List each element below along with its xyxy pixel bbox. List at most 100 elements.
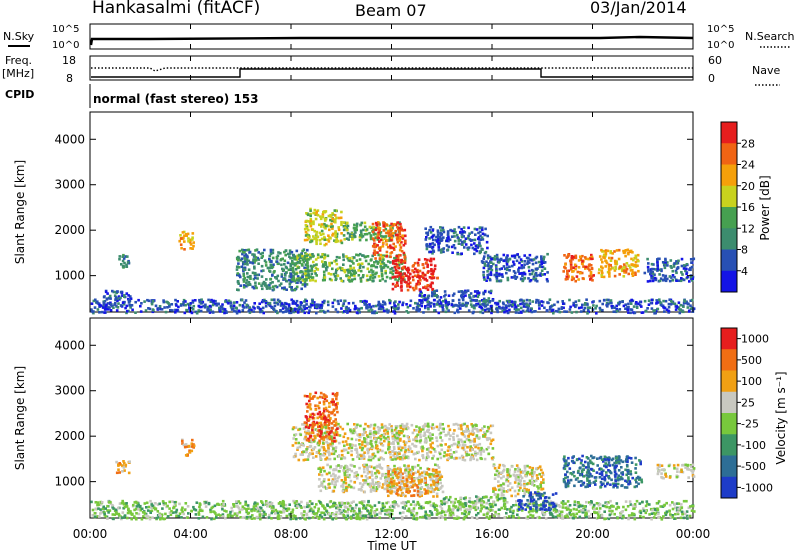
range-cell bbox=[457, 305, 460, 308]
range-cell bbox=[667, 302, 671, 306]
range-cell bbox=[435, 294, 438, 297]
range-cell bbox=[392, 248, 396, 251]
range-cell bbox=[333, 298, 336, 302]
range-cell bbox=[385, 250, 389, 254]
range-cell bbox=[365, 274, 369, 278]
range-cell bbox=[279, 309, 283, 313]
range-cell bbox=[629, 503, 633, 506]
range-cell bbox=[329, 500, 333, 503]
range-cell bbox=[268, 301, 272, 305]
range-cell bbox=[238, 249, 241, 253]
range-cell bbox=[312, 509, 315, 513]
range-cell bbox=[463, 231, 467, 234]
range-cell bbox=[280, 302, 284, 305]
range-cell bbox=[527, 265, 531, 269]
range-cell bbox=[427, 307, 430, 311]
range-cell bbox=[480, 260, 484, 263]
range-cell bbox=[219, 307, 222, 311]
range-cell bbox=[350, 274, 353, 277]
range-cell bbox=[373, 514, 377, 517]
range-cell bbox=[566, 272, 569, 275]
range-cell bbox=[529, 278, 533, 282]
range-cell bbox=[404, 504, 408, 507]
range-cell bbox=[649, 272, 652, 276]
range-cell bbox=[575, 508, 578, 511]
range-cell bbox=[320, 428, 323, 431]
range-cell bbox=[331, 517, 335, 521]
range-cell bbox=[162, 517, 165, 521]
range-cell bbox=[582, 265, 585, 268]
range-cell bbox=[198, 300, 202, 304]
range-cell bbox=[377, 236, 380, 240]
range-cell bbox=[243, 266, 247, 270]
range-cell bbox=[293, 308, 297, 311]
site-title: Hankasalmi (fitACF) bbox=[92, 0, 260, 18]
range-cell bbox=[314, 258, 318, 261]
range-cell bbox=[111, 504, 114, 507]
range-cell bbox=[537, 504, 541, 507]
range-cell bbox=[421, 445, 424, 449]
range-cell bbox=[359, 277, 362, 280]
range-cell bbox=[370, 515, 374, 518]
range-cell bbox=[584, 257, 588, 261]
range-cell bbox=[280, 258, 283, 261]
range-cell bbox=[117, 513, 121, 517]
range-cell bbox=[96, 515, 100, 518]
range-cell bbox=[585, 302, 589, 306]
range-cell bbox=[349, 264, 352, 268]
range-cell bbox=[634, 256, 638, 260]
range-cell bbox=[388, 515, 392, 518]
range-cell bbox=[268, 270, 272, 273]
range-cell bbox=[324, 426, 328, 429]
range-cell bbox=[192, 241, 195, 244]
range-cell bbox=[99, 500, 103, 504]
range-cell bbox=[453, 228, 456, 231]
range-cell bbox=[450, 245, 454, 249]
range-cell bbox=[433, 294, 437, 297]
noise-sky-trace bbox=[89, 35, 694, 46]
range-cell bbox=[242, 278, 246, 281]
range-cell bbox=[595, 507, 599, 510]
range-cell bbox=[473, 227, 477, 231]
range-cell bbox=[114, 296, 118, 299]
range-cell bbox=[284, 249, 288, 253]
range-cell bbox=[333, 214, 337, 217]
range-cell bbox=[102, 301, 106, 304]
range-cell bbox=[436, 234, 440, 238]
range-cell bbox=[443, 295, 446, 298]
range-cell bbox=[388, 447, 391, 451]
range-cell bbox=[674, 506, 677, 509]
range-cell bbox=[591, 506, 595, 509]
range-cell bbox=[366, 451, 370, 455]
range-cell bbox=[398, 243, 402, 247]
range-cell bbox=[180, 508, 183, 512]
range-cell bbox=[507, 515, 511, 518]
range-cell bbox=[251, 271, 255, 275]
range-cell bbox=[299, 303, 303, 307]
range-cell bbox=[353, 431, 357, 434]
range-cell bbox=[259, 506, 263, 510]
range-cell bbox=[375, 508, 379, 511]
range-cell bbox=[190, 442, 194, 445]
range-cell bbox=[560, 513, 564, 517]
range-cell bbox=[115, 305, 118, 308]
range-cell bbox=[382, 300, 385, 303]
range-cell bbox=[207, 298, 210, 302]
range-cell bbox=[535, 255, 539, 259]
range-cell bbox=[668, 275, 672, 278]
range-cell bbox=[455, 517, 459, 520]
range-cell bbox=[345, 268, 349, 272]
range-cell bbox=[342, 302, 345, 305]
range-cell bbox=[342, 253, 345, 256]
range-cell bbox=[566, 269, 569, 273]
range-cell bbox=[249, 274, 252, 278]
range-cell bbox=[610, 301, 613, 305]
colorbar-swatch bbox=[721, 270, 737, 293]
range-cell bbox=[401, 237, 405, 240]
range-cell bbox=[440, 507, 444, 510]
range-cell bbox=[338, 504, 342, 507]
range-cell bbox=[459, 307, 462, 310]
range-cell bbox=[440, 439, 444, 442]
range-cell bbox=[341, 453, 344, 457]
range-cell bbox=[476, 295, 480, 299]
